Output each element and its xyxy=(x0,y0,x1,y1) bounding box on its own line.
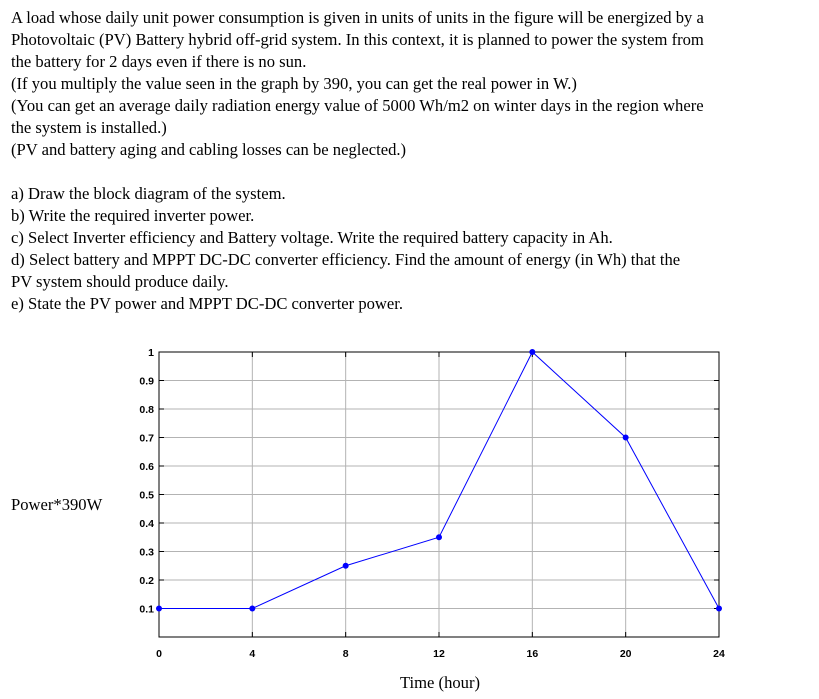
y-axis-label: Power*390W xyxy=(11,495,103,514)
x-tick-label: 0 xyxy=(156,648,162,660)
data-point xyxy=(622,434,629,441)
data-point xyxy=(716,605,722,612)
question-d-continued: PV system should produce daily. xyxy=(11,272,229,291)
question-e: e) State the PV power and MPPT DC-DC con… xyxy=(11,294,404,313)
data-point xyxy=(156,605,162,612)
y-tick-label: 0.5 xyxy=(139,490,154,502)
grid-lines xyxy=(159,352,719,637)
x-axis-label: Time (hour) xyxy=(400,673,480,692)
power-chart: 0.1 0.2 0.3 0.4 0.5 0.6 0.7 0.8 0.9 1 0 4 8 12 16 20 24… xyxy=(11,347,725,692)
data-point xyxy=(436,534,442,541)
y-tick-label: 0.2 xyxy=(139,575,154,587)
data-point xyxy=(529,349,536,355)
data-point xyxy=(342,562,349,569)
y-tick-labels: 0.1 0.2 0.3 0.4 0.5 0.6 0.7 0.8 0.9 1 xyxy=(139,347,154,616)
problem-statement: A load whose daily unit power consumptio… xyxy=(11,7,817,315)
question-c: c) Select Inverter efficiency and Batter… xyxy=(11,228,613,247)
x-tick-label: 8 xyxy=(343,648,349,660)
series-layer xyxy=(156,349,722,612)
x-tick-label: 24 xyxy=(713,648,725,660)
y-tick-label: 0.3 xyxy=(139,547,154,559)
y-tick-label: 1 xyxy=(148,347,154,359)
x-tick-label: 16 xyxy=(526,648,538,660)
problem-line: the system is installed.) xyxy=(11,118,167,137)
x-tick-labels: 0 4 8 12 16 20 24 xyxy=(156,648,725,660)
problem-line: Photovoltaic (PV) Battery hybrid off-gri… xyxy=(11,30,704,49)
y-tick-label: 0.9 xyxy=(139,376,154,388)
question-b: b) Write the required inverter power. xyxy=(11,206,255,225)
problem-line: (PV and battery aging and cabling losses… xyxy=(11,140,407,159)
question-d: d) Select battery and MPPT DC-DC convert… xyxy=(11,250,681,269)
y-tick-label: 0.4 xyxy=(139,518,154,530)
problem-line: A load whose daily unit power consumptio… xyxy=(11,8,704,27)
y-tick-label: 0.6 xyxy=(139,461,154,473)
x-tick-label: 12 xyxy=(433,648,445,660)
y-tick-label: 0.8 xyxy=(139,404,154,416)
problem-line: the battery for 2 days even if there is … xyxy=(11,52,307,71)
x-tick-label: 4 xyxy=(249,648,255,660)
y-tick-label: 0.1 xyxy=(139,604,154,616)
question-a: a) Draw the block diagram of the system. xyxy=(11,184,286,203)
paragraph-gap xyxy=(11,161,817,183)
x-tick-label: 20 xyxy=(620,648,632,660)
data-point xyxy=(249,605,256,612)
problem-line: (You can get an average daily radiation … xyxy=(11,96,704,115)
y-tick-label: 0.7 xyxy=(139,433,154,445)
problem-line: (If you multiply the value seen in the g… xyxy=(11,74,577,93)
